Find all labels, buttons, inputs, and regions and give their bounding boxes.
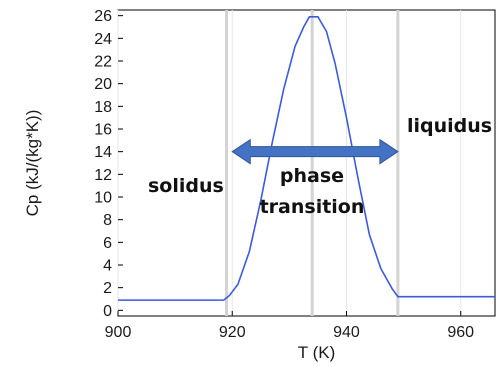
- x-tick-label: 900: [105, 324, 132, 341]
- y-tick-label: 4: [103, 258, 112, 275]
- series-line: [118, 15, 495, 301]
- annotation-liquidus: liquidus: [407, 115, 492, 137]
- y-tick-label: 10: [94, 190, 112, 207]
- y-tick-label: 24: [94, 31, 112, 48]
- y-tick-label: 0: [103, 303, 112, 320]
- y-tick-label: 14: [94, 144, 112, 161]
- y-tick-label: 16: [94, 122, 112, 139]
- y-tick-label: 12: [94, 167, 112, 184]
- phase-transition-arrow: [231, 138, 399, 165]
- x-tick-label: 940: [333, 324, 360, 341]
- y-tick-label: 20: [94, 76, 112, 93]
- x-tick-label: 960: [447, 324, 474, 341]
- x-axis-label: T (K): [298, 343, 335, 362]
- annotation-phase: phase: [280, 165, 344, 187]
- y-axis-label: Cp (kJ/(kg*K)): [23, 110, 42, 217]
- y-tick-label: 26: [94, 8, 112, 25]
- y-tick-label: 2: [103, 280, 112, 297]
- annotation-transition: transition: [260, 196, 365, 218]
- x-tick-label: 920: [219, 324, 246, 341]
- y-tick-label: 6: [103, 235, 112, 252]
- annotation-solidus: solidus: [148, 175, 224, 197]
- y-tick-label: 18: [94, 99, 112, 116]
- y-tick-label: 8: [103, 212, 112, 229]
- y-tick-label: 22: [94, 54, 112, 71]
- plot-frame: [117, 9, 496, 317]
